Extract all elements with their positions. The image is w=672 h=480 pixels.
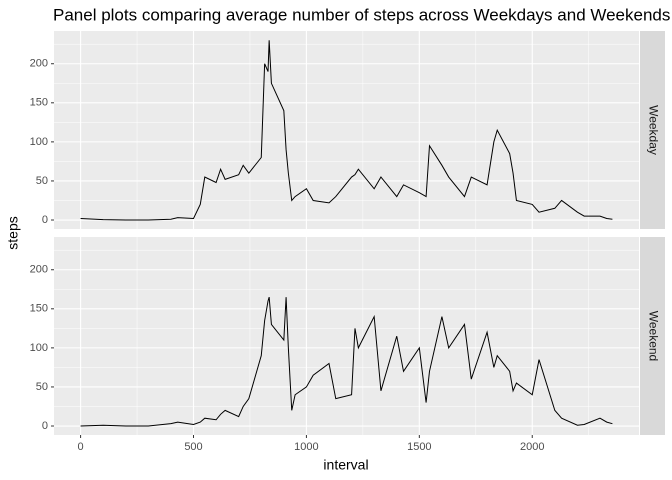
x-tick-label: 0 bbox=[78, 441, 84, 453]
strip-background bbox=[640, 237, 665, 435]
y-axis-title: steps bbox=[5, 216, 21, 249]
chart-title: Panel plots comparing average number of … bbox=[53, 5, 670, 24]
y-tick-label: 200 bbox=[30, 58, 48, 70]
x-tick-label: 2000 bbox=[520, 441, 544, 453]
y-tick-label: 150 bbox=[30, 303, 48, 315]
y-tick-label: 50 bbox=[36, 381, 48, 393]
strip-background bbox=[640, 31, 665, 229]
y-tick-label: 0 bbox=[42, 214, 48, 226]
x-tick-label: 500 bbox=[184, 441, 202, 453]
x-tick-label: 1000 bbox=[294, 441, 318, 453]
y-tick-label: 0 bbox=[42, 420, 48, 432]
line bbox=[80, 40, 613, 221]
y-tick-label: 100 bbox=[30, 342, 48, 354]
y-tick-label: 150 bbox=[30, 97, 48, 109]
y-tick-label: 50 bbox=[36, 175, 48, 187]
strip-label: Weekend bbox=[646, 311, 660, 361]
strip-label: Weekday bbox=[646, 105, 660, 155]
y-tick-label: 200 bbox=[30, 264, 48, 276]
y-tick-label: 100 bbox=[30, 136, 48, 148]
line bbox=[80, 296, 613, 427]
panel-background bbox=[54, 31, 639, 229]
x-axis-title: interval bbox=[323, 457, 368, 473]
panel-background bbox=[54, 237, 639, 435]
x-tick-label: 1500 bbox=[407, 441, 431, 453]
